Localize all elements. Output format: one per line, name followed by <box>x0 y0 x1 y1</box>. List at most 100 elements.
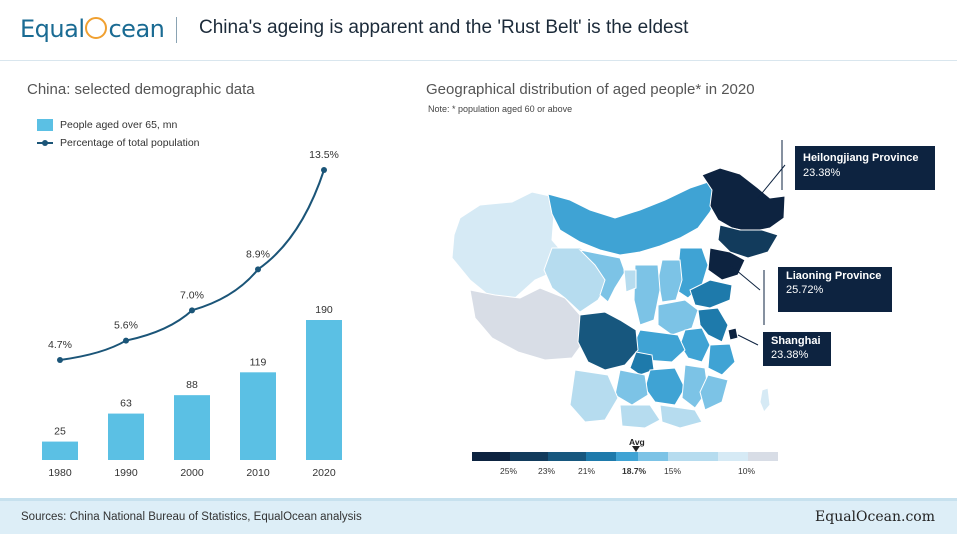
scale-segment <box>748 452 778 461</box>
region-guizhou <box>614 369 649 406</box>
scale-segment <box>586 452 616 461</box>
percentage-line <box>59 169 325 361</box>
region-sichuan <box>577 311 639 371</box>
bar-label-2010: 119 <box>250 356 267 368</box>
callout-shanghai-value: 23.38% <box>771 349 809 361</box>
line-point-2010 <box>255 266 261 273</box>
line-point-2000 <box>189 307 195 314</box>
callout-line-shanghai <box>737 334 759 346</box>
region-heilongjiang <box>701 167 786 233</box>
scale-tick-23: 23% <box>538 466 556 476</box>
x-tick-2000: 2000 <box>180 467 204 479</box>
scale-tick-10: 10% <box>738 466 756 476</box>
header: Equal cean China's ageing is apparent and… <box>0 0 957 61</box>
region-shanxi <box>657 259 683 303</box>
bar-1980 <box>42 441 78 460</box>
line-label-1990: 5.6% <box>114 320 138 332</box>
left-chart-title: China: selected demographic data <box>27 81 255 98</box>
region-zhejiang <box>707 343 736 376</box>
region-fujian <box>699 374 729 411</box>
scale-segment <box>510 452 548 461</box>
scale-segment <box>718 452 748 461</box>
bar-2000 <box>174 395 210 460</box>
logo-text-before: Equal <box>20 15 85 43</box>
region-hunan <box>644 367 686 406</box>
line-label-2010: 8.9% <box>246 248 270 260</box>
footer-brand-link[interactable]: EqualOcean.com <box>815 509 935 525</box>
line-label-1980: 4.7% <box>48 339 72 351</box>
scale-segment <box>638 452 668 461</box>
scale-avg-label: Avg <box>629 437 645 447</box>
color-scale <box>472 452 778 461</box>
scale-tick-15: 15% <box>664 466 682 476</box>
callout-liaoning-name: Liaoning Province <box>786 270 882 282</box>
callout-liaoning-value: 25.72% <box>786 284 824 296</box>
bar-label-2020: 190 <box>315 304 333 316</box>
bar-1990 <box>108 413 144 460</box>
region-liaoning <box>707 247 746 281</box>
region-jiangsu <box>697 307 729 343</box>
logo-text-after: cean <box>108 15 165 43</box>
callout-heilongjiang-value: 23.38% <box>803 167 841 179</box>
callout-heilongjiang: Heilongjiang Province 23.38% <box>795 146 935 190</box>
scale-segment <box>668 452 718 461</box>
line-point-1980 <box>57 357 63 363</box>
scale-segment <box>472 452 510 461</box>
logo-o-icon <box>85 17 108 39</box>
header-divider <box>176 17 177 43</box>
bar-label-1990: 63 <box>120 398 132 410</box>
x-tick-1990: 1990 <box>114 467 138 479</box>
scale-segment <box>548 452 586 461</box>
scale-segment <box>616 452 638 461</box>
line-label-2000: 7.0% <box>180 289 204 301</box>
footer: Sources: China National Bureau of Statis… <box>0 498 957 534</box>
scale-tick-21: 21% <box>578 466 596 476</box>
region-xinjiang <box>451 191 566 299</box>
bar-2020 <box>306 320 342 460</box>
callout-heilongjiang-name: Heilongjiang Province <box>803 152 919 164</box>
region-taiwan <box>759 387 771 413</box>
x-tick-2010: 2010 <box>246 467 270 479</box>
region-chongqing <box>629 351 655 376</box>
bar-label-2000: 88 <box>186 379 198 391</box>
region-shanghai <box>727 327 739 341</box>
line-point-1990 <box>123 337 129 344</box>
scale-avg-marker-icon <box>632 446 640 452</box>
callout-line-heilongjiang <box>757 164 786 199</box>
callout-shanghai-name: Shanghai <box>771 335 821 347</box>
equalocean-logo[interactable]: Equal cean <box>20 14 165 44</box>
map-note: Note: * population aged 60 or above <box>428 104 573 114</box>
page-title: China's ageing is apparent and the 'Rust… <box>199 17 689 38</box>
region-yunnan <box>569 369 619 423</box>
demographic-chart: 25 1980 63 1990 88 2000 119 2010 190 2020 4.7% 5.6%… <box>42 149 342 479</box>
legend-item-bars: People aged over 65, mn <box>37 116 200 134</box>
region-shaanxi <box>633 264 661 326</box>
x-tick-1980: 1980 <box>48 467 72 479</box>
callout-liaoning: Liaoning Province 25.72% <box>778 267 892 312</box>
legend-line-swatch <box>37 137 53 149</box>
scale-tick-avg: 18.7% <box>622 466 647 476</box>
region-gansu <box>578 249 626 303</box>
footer-sources: Sources: China National Bureau of Statis… <box>21 511 362 523</box>
x-tick-2020: 2020 <box>312 467 336 479</box>
line-label-2020: 13.5% <box>309 149 339 161</box>
bar-label-1980: 25 <box>54 426 66 438</box>
region-henan <box>657 299 699 336</box>
region-jilin <box>717 224 779 259</box>
callout-line-liaoning <box>729 264 761 291</box>
region-guangdong <box>659 404 703 429</box>
scale-tick-25: 25% <box>500 466 518 476</box>
right-map-title: Geographical distribution of aged people… <box>426 81 755 98</box>
bar-2010 <box>240 372 276 460</box>
region-shandong <box>689 279 733 309</box>
region-guangxi <box>619 404 661 429</box>
region-inner-mongolia <box>547 181 721 256</box>
chart-legend: People aged over 65, mn Percentage of to… <box>37 116 200 152</box>
legend-item-line: Percentage of total population <box>37 134 200 152</box>
legend-bar-label: People aged over 65, mn <box>60 119 178 131</box>
callout-shanghai: Shanghai 23.38% <box>763 332 831 366</box>
legend-bar-swatch <box>37 119 53 131</box>
region-anhui <box>679 327 711 363</box>
region-ningxia <box>623 269 637 293</box>
legend-line-label: Percentage of total population <box>60 137 200 149</box>
